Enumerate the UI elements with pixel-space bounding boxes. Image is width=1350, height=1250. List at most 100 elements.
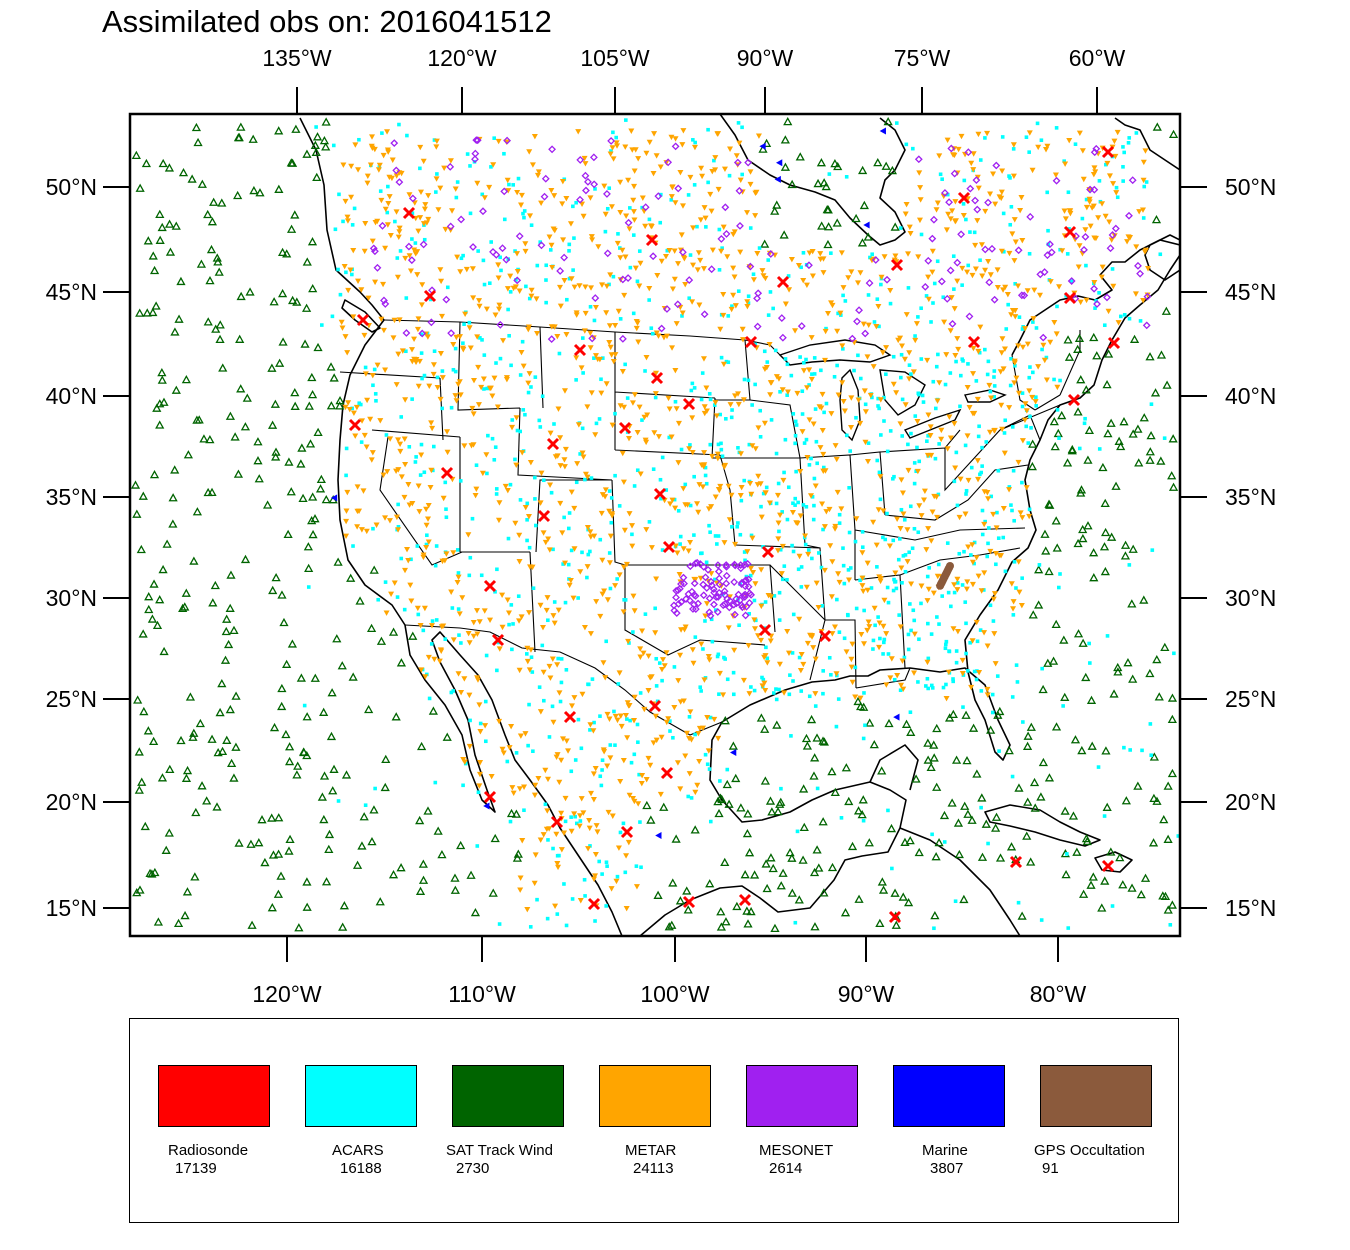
metar-marker [672, 543, 679, 549]
acars-marker [592, 318, 597, 323]
metar-marker [752, 446, 759, 452]
acars-marker [882, 637, 887, 642]
metar-marker [438, 648, 445, 654]
metar-marker [1000, 506, 1007, 512]
metar-marker [712, 400, 719, 406]
acars-marker [853, 665, 858, 670]
acars-marker [783, 437, 788, 442]
metar-marker [411, 336, 418, 343]
acars-marker [456, 607, 461, 611]
acars-marker [545, 916, 550, 921]
acars-marker [829, 672, 833, 677]
metar-marker [560, 237, 567, 243]
acars-marker [883, 537, 888, 542]
metar-marker [384, 469, 391, 475]
sat-track-wind-marker [1082, 836, 1092, 846]
acars-marker [882, 640, 886, 645]
acars-marker [724, 417, 728, 421]
metar-marker [438, 624, 445, 630]
metar-marker [905, 251, 912, 257]
acars-marker [635, 722, 640, 727]
sat-track-wind-marker [319, 771, 330, 780]
sat-track-wind-marker [262, 500, 273, 509]
sat-track-wind-marker [302, 877, 312, 886]
acars-marker [789, 734, 793, 738]
acars-marker [538, 425, 543, 429]
sat-track-wind-marker [171, 221, 181, 230]
acars-marker [902, 517, 907, 522]
legend-count: 16188 [340, 1160, 382, 1177]
acars-marker [841, 347, 845, 351]
metar-marker [689, 647, 696, 653]
mesonet-marker [701, 573, 710, 582]
acars-marker [617, 504, 622, 508]
mesonet-marker [590, 180, 599, 189]
sat-track-wind-marker [181, 375, 191, 384]
metar-marker [970, 371, 977, 377]
sat-track-wind-marker [865, 718, 875, 727]
acars-marker [654, 684, 659, 688]
metar-marker [466, 325, 473, 331]
metar-marker [466, 743, 473, 750]
metar-marker [454, 254, 461, 261]
acars-marker [399, 556, 404, 561]
sat-track-wind-marker [1152, 654, 1162, 664]
acars-marker [885, 511, 889, 516]
metar-marker [522, 241, 529, 247]
sat-track-wind-marker [1051, 516, 1061, 525]
metar-marker [744, 549, 751, 555]
metar-marker [998, 248, 1005, 255]
sat-track-wind-marker [155, 209, 165, 218]
acars-marker [941, 685, 946, 690]
metar-marker [974, 458, 981, 464]
acars-marker [813, 704, 818, 708]
acars-marker [616, 232, 620, 236]
radiosonde-marker [890, 258, 904, 272]
acars-marker [719, 441, 723, 446]
sat-track-wind-marker [847, 841, 858, 851]
acars-marker [428, 297, 433, 302]
metar-marker [513, 415, 520, 421]
metar-marker [864, 627, 871, 634]
metar-marker [731, 647, 738, 654]
metar-marker [520, 363, 527, 369]
metar-marker [444, 429, 451, 435]
metar-marker [760, 273, 767, 279]
metar-marker [669, 286, 676, 292]
acars-marker [765, 360, 770, 364]
metar-marker [653, 576, 660, 582]
acars-marker [763, 600, 768, 604]
metar-marker [422, 674, 429, 680]
mesonet-marker [446, 162, 455, 171]
sat-track-wind-marker [1107, 532, 1117, 541]
metar-marker [466, 640, 473, 646]
metar-marker [690, 262, 697, 269]
acars-marker [909, 372, 913, 376]
metar-marker [396, 225, 403, 231]
metar-marker [812, 483, 819, 489]
metar-marker [550, 613, 557, 619]
acars-marker [638, 820, 642, 824]
acars-marker [807, 383, 811, 387]
legend-item-metar: METAR 24113 [599, 1065, 711, 1177]
metar-marker [470, 295, 477, 301]
metar-marker [382, 206, 389, 213]
metar-marker [625, 638, 632, 645]
metar-marker [441, 165, 448, 172]
metar-marker [465, 631, 472, 637]
acars-marker [485, 471, 489, 476]
acars-marker [1035, 121, 1040, 126]
acars-marker [725, 767, 730, 772]
acars-marker [599, 377, 603, 382]
metar-marker [680, 254, 687, 261]
acars-marker [957, 551, 962, 556]
sat-track-wind-marker [1113, 667, 1123, 676]
sat-track-wind-marker [1034, 600, 1044, 609]
acars-marker [528, 925, 533, 929]
legend-swatch [599, 1065, 711, 1127]
metar-marker [737, 249, 744, 255]
observation-map: 135°W 120°W 105°W 90°W 75°W 60°W 120°W 1… [46, 45, 1277, 1007]
sat-track-wind-marker [1168, 482, 1179, 491]
sat-track-wind-marker [277, 247, 288, 257]
acars-marker [449, 690, 454, 695]
